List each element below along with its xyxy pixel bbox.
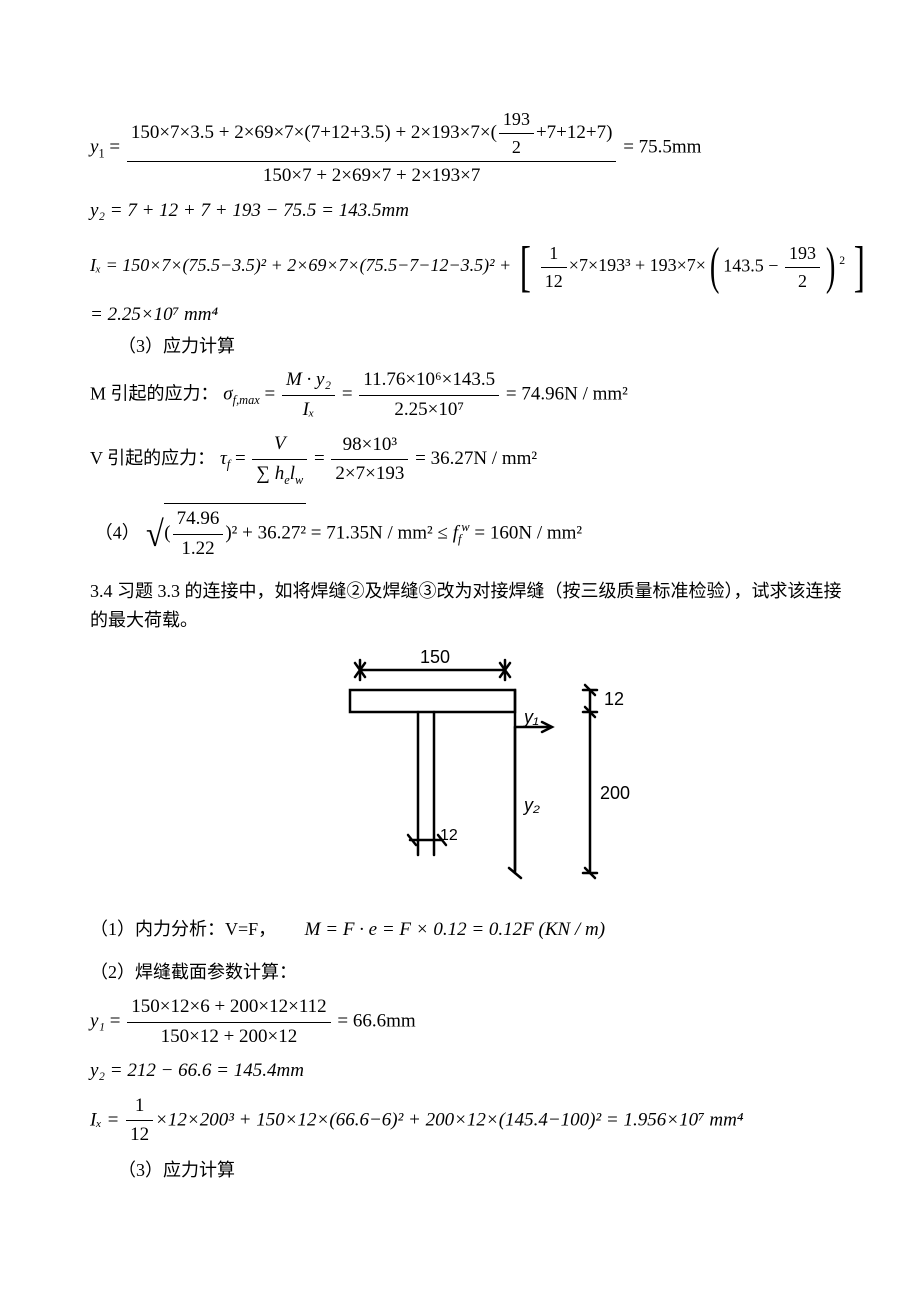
fig-dim-150: 150 <box>420 647 450 668</box>
sqrt-icon: √ <box>145 516 163 552</box>
fig-dim-12: 12 <box>604 689 624 710</box>
y1-den: 150×7 + 2×69×7 + 2×193×7 <box>127 162 617 191</box>
M-mn: M · y₂ <box>282 366 335 396</box>
M-md: Iₓ <box>282 396 335 425</box>
M-prefix: M 引起的应力： <box>90 384 219 404</box>
s34-y1-r: = 66.6mm <box>337 1010 415 1031</box>
M-vn: 11.76×10⁶×143.5 <box>359 366 499 396</box>
fig-dim-200: 200 <box>600 783 630 804</box>
Ix-f1-n: 1 <box>541 240 567 268</box>
open-paren-icon: ( <box>710 241 720 293</box>
Ix-mid: ×7×193³ + 193×7× <box>569 255 706 275</box>
fig-y1: y₁ <box>524 707 539 728</box>
s34-y1-n: 150×12×6 + 200×12×112 <box>127 993 330 1023</box>
eq-V-stress: V 引起的应力： τf = V∑ helw = 98×10³2×7×193 = … <box>90 430 850 489</box>
s34-step1: （1）内力分析：V=F， M = F · e = F × 0.12 = 0.12… <box>90 915 850 945</box>
s34-Ix-fd: 12 <box>126 1121 153 1150</box>
s4-fn: 74.96 <box>173 505 224 535</box>
s34-step2: （2）焊缝截面参数计算： <box>90 958 850 987</box>
fig-inner-12: 12 <box>440 827 458 845</box>
V-vn: 98×10³ <box>331 431 408 461</box>
s34-y2: y₂ = 212 − 66.6 = 145.4mm <box>90 1057 850 1086</box>
step3-label: （3）应力计算 <box>90 332 850 361</box>
s34-y1-d: 150×12 + 200×12 <box>127 1023 330 1052</box>
eq-y2: y₂ = 7 + 12 + 7 + 193 − 75.5 = 143.5mm <box>90 197 850 226</box>
s34-y2-text: y₂ = 212 − 66.6 = 145.4mm <box>90 1060 304 1081</box>
V-vd: 2×7×193 <box>331 460 408 489</box>
eq-step4: （4） √ (74.961.22)² + 36.27² = 71.35N / m… <box>90 503 850 563</box>
V-result: = 36.27N / mm² <box>415 448 537 469</box>
eq-y1: y1 = 150×7×3.5 + 2×69×7×(7+12+3.5) + 2×1… <box>90 106 850 191</box>
eq-Ix-result: = 2.25×10⁷ mm⁴ <box>90 301 850 330</box>
sketch-figure: 150 12 200 y₁ y₂ 12 <box>290 645 650 905</box>
fig-y2: y₂ <box>524 795 540 816</box>
y1-num-a: 150×7×3.5 + 2×69×7×(7+12+3.5) + 2×193×7×… <box>131 122 497 143</box>
s4-fd: 1.22 <box>173 535 224 564</box>
Ix-lead: Iₓ = 150×7×(75.5−3.5)² + 2×69×7×(75.5−7−… <box>90 255 516 275</box>
Ix-pt: 143.5 − <box>723 255 783 275</box>
s4-rb: = 160N / mm² <box>470 523 582 544</box>
Ix-pn: 193 <box>785 240 820 268</box>
eq-M-stress: M 引起的应力： σf,max = M · y₂Iₓ = 11.76×10⁶×1… <box>90 366 850 424</box>
M-vd: 2.25×10⁷ <box>359 396 499 425</box>
s34-Ix-lead: Iₓ = <box>90 1109 124 1130</box>
s34-y1: y₁ = 150×12×6 + 200×12×112150×12 + 200×1… <box>90 993 850 1051</box>
y1-result: = 75.5mm <box>623 137 701 158</box>
Ix-f1-d: 12 <box>541 268 567 295</box>
sigma-sub: f,max <box>233 394 260 408</box>
s4-ra: = 71.35N / mm² ≤ <box>311 523 453 544</box>
s34-Ix-tail: ×12×200³ + 150×12×(66.6−6)² + 200×12×(14… <box>155 1109 743 1130</box>
sketch-svg <box>290 645 650 905</box>
s4-tail: )² + 36.27² <box>225 523 306 544</box>
step4-label: （4） <box>95 523 140 543</box>
Ix-result: = 2.25×10⁷ mm⁴ <box>90 304 218 325</box>
problem-34: 3.4 习题 3.3 的连接中，如将焊缝②及焊缝③改为对接焊缝（按三级质量标准检… <box>90 577 850 635</box>
y1-num-fd: 2 <box>499 134 534 161</box>
ffw-sup: w <box>461 520 469 534</box>
M-result: = 74.96N / mm² <box>506 384 628 405</box>
s34-y1-lhs: y₁ <box>90 1010 105 1031</box>
page: y1 = 150×7×3.5 + 2×69×7×(7+12+3.5) + 2×1… <box>0 0 920 1302</box>
open-bracket-icon: [ <box>519 239 530 295</box>
y1-sub: 1 <box>98 146 104 160</box>
eq-Ix: Iₓ = 150×7×(75.5−3.5)² + 2×69×7×(75.5−7−… <box>90 239 850 295</box>
Ix-sq: 2 <box>839 254 845 267</box>
y1-num-fn: 193 <box>499 106 534 134</box>
close-paren-icon: ) <box>826 241 836 293</box>
y1-frac: 150×7×3.5 + 2×69×7×(7+12+3.5) + 2×193×7×… <box>127 106 617 191</box>
y2-text: y₂ = 7 + 12 + 7 + 193 − 75.5 = 143.5mm <box>90 200 409 221</box>
s34-step3: （3）应力计算 <box>90 1156 850 1185</box>
close-bracket-icon: ] <box>853 239 864 295</box>
s34-Ix-fn: 1 <box>126 1092 153 1122</box>
sqrt-body: (74.961.22)² + 36.27² <box>164 503 306 563</box>
y1-num-b: +7+12+7) <box>536 122 612 143</box>
s34-step1-prefix: （1）内力分析：V=F， <box>90 919 276 939</box>
ffw-sub: f <box>458 532 461 546</box>
Ix-pd: 2 <box>785 268 820 295</box>
s34-step1-eq: M = F · e = F × 0.12 = 0.12F (KN / m) <box>305 919 605 940</box>
V-prefix: V 引起的应力： <box>90 448 215 468</box>
s34-Ix: Iₓ = 112×12×200³ + 150×12×(66.6−6)² + 20… <box>90 1092 850 1150</box>
tau-sub: f <box>227 458 230 472</box>
V-mn: V <box>252 430 307 460</box>
